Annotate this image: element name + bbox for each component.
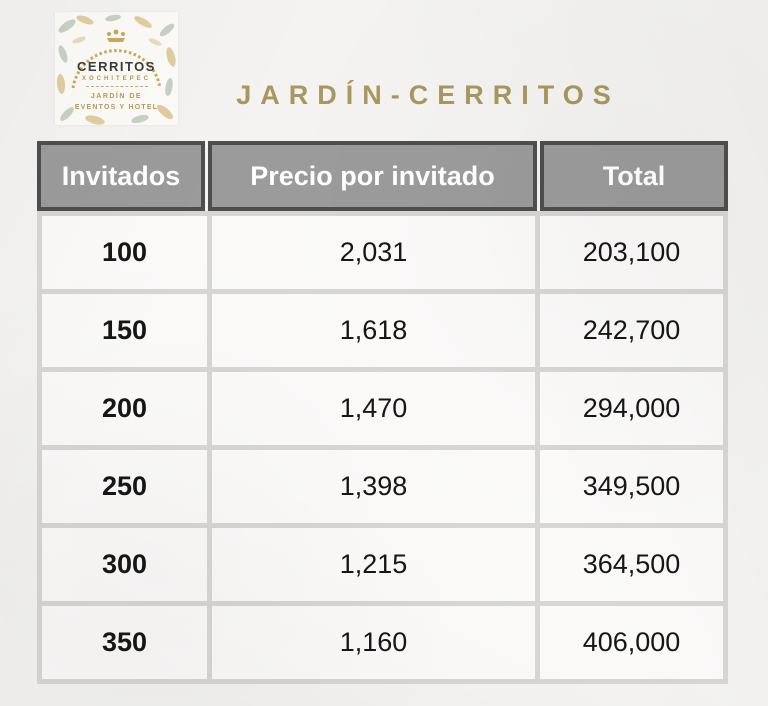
- cell-guests: 200: [42, 372, 207, 445]
- cell-price: 1,618: [212, 294, 535, 367]
- floral-wreath-icon: [56, 14, 176, 125]
- page-title: JARDÍN-CERRITOS: [236, 80, 620, 110]
- cell-total: 364,500: [540, 528, 723, 601]
- cell-total: 242,700: [540, 294, 723, 367]
- column-header-total: Total: [540, 141, 728, 211]
- column-header-invitados: Invitados: [37, 141, 205, 211]
- cell-total: 203,100: [540, 216, 723, 289]
- cell-guests: 250: [42, 450, 207, 523]
- cell-total: 294,000: [540, 372, 723, 445]
- logo-subtitle: XOCHITEPEC: [81, 76, 151, 82]
- cell-guests: 100: [42, 216, 207, 289]
- pricing-table: Invitados Precio por invitado Total 100 …: [37, 141, 728, 684]
- column-header-precio: Precio por invitado: [208, 141, 537, 211]
- cell-total: 349,500: [540, 450, 723, 523]
- table-body: 100 2,031 203,100 150 1,618 242,700 200 …: [37, 211, 728, 684]
- cell-price: 1,398: [212, 450, 535, 523]
- logo-tagline-rule: [85, 86, 148, 87]
- logo-caption-line1: JARDÍN DE: [90, 93, 143, 100]
- cell-total: 406,000: [540, 606, 723, 679]
- venue-logo: CERRITOS XOCHITEPEC JARDÍN DE EVENTOS Y …: [55, 12, 178, 125]
- table-header-row: Invitados Precio por invitado Total: [37, 141, 728, 211]
- cell-price: 2,031: [212, 216, 535, 289]
- logo-name: CERRITOS: [77, 59, 156, 74]
- logo-caption-line2: EVENTOS Y HOTEL: [74, 103, 159, 111]
- cell-price: 1,470: [212, 372, 535, 445]
- logo-caption: JARDÍN DE EVENTOS Y HOTEL: [55, 92, 178, 113]
- cell-guests: 350: [42, 606, 207, 679]
- cell-price: 1,160: [212, 606, 535, 679]
- cell-guests: 300: [42, 528, 207, 601]
- cell-price: 1,215: [212, 528, 535, 601]
- cell-guests: 150: [42, 294, 207, 367]
